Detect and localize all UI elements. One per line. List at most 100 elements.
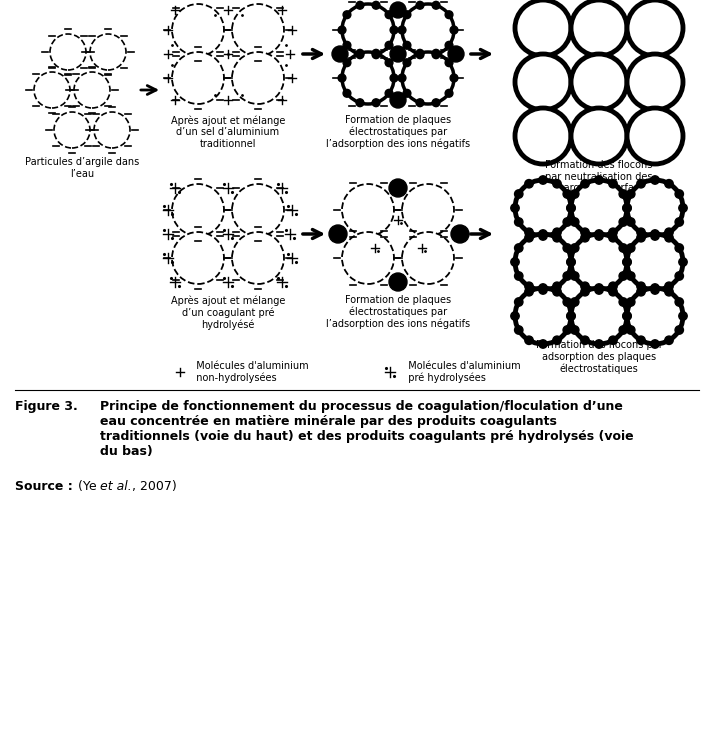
Circle shape xyxy=(445,42,453,49)
Text: et al.: et al. xyxy=(100,480,132,493)
Circle shape xyxy=(511,258,519,266)
Circle shape xyxy=(567,204,575,212)
Circle shape xyxy=(609,233,617,242)
Text: Source :: Source : xyxy=(15,480,73,493)
Circle shape xyxy=(627,244,635,252)
Circle shape xyxy=(416,51,424,58)
Circle shape xyxy=(402,232,454,284)
Text: Figure 3.: Figure 3. xyxy=(15,400,78,413)
Text: Formation des flocons
par neutralisation des
charges de surface: Formation des flocons par neutralisation… xyxy=(545,160,653,193)
Circle shape xyxy=(637,336,645,344)
Text: , 2007): , 2007) xyxy=(132,480,177,493)
Circle shape xyxy=(563,326,571,334)
Circle shape xyxy=(385,89,393,97)
Circle shape xyxy=(553,233,561,242)
Circle shape xyxy=(665,233,673,242)
Circle shape xyxy=(553,287,561,296)
Circle shape xyxy=(402,184,454,236)
Text: Formation des flocons par
adsorption des plaques
électrostatiques: Formation des flocons par adsorption des… xyxy=(536,340,663,374)
Circle shape xyxy=(567,312,575,320)
Circle shape xyxy=(619,326,628,334)
Circle shape xyxy=(665,282,673,290)
Circle shape xyxy=(390,92,406,108)
Circle shape xyxy=(563,298,571,306)
Circle shape xyxy=(74,72,110,108)
Circle shape xyxy=(525,233,533,242)
Circle shape xyxy=(627,54,683,110)
Circle shape xyxy=(627,234,683,290)
Circle shape xyxy=(595,232,603,240)
Circle shape xyxy=(570,298,579,306)
Circle shape xyxy=(609,287,617,296)
Circle shape xyxy=(650,286,659,294)
Circle shape xyxy=(389,179,407,197)
Circle shape xyxy=(650,230,659,238)
Circle shape xyxy=(402,4,454,56)
Circle shape xyxy=(637,228,645,236)
Circle shape xyxy=(385,58,393,67)
Circle shape xyxy=(623,204,631,212)
Circle shape xyxy=(54,112,90,148)
Circle shape xyxy=(665,180,673,188)
Circle shape xyxy=(390,26,398,34)
Circle shape xyxy=(329,225,347,243)
Circle shape xyxy=(570,218,579,226)
Circle shape xyxy=(567,258,575,266)
Circle shape xyxy=(570,272,579,280)
Circle shape xyxy=(627,288,683,344)
Circle shape xyxy=(679,204,687,212)
Circle shape xyxy=(637,233,645,242)
Circle shape xyxy=(627,190,635,198)
Circle shape xyxy=(563,244,571,252)
Circle shape xyxy=(609,282,617,290)
Circle shape xyxy=(571,0,627,56)
Circle shape xyxy=(627,218,635,226)
Circle shape xyxy=(570,326,579,334)
Circle shape xyxy=(356,50,364,57)
Circle shape xyxy=(567,312,575,320)
Circle shape xyxy=(595,175,603,184)
Circle shape xyxy=(665,228,673,236)
Circle shape xyxy=(563,218,571,226)
Circle shape xyxy=(372,99,380,107)
Circle shape xyxy=(567,204,575,212)
Circle shape xyxy=(343,89,351,97)
Circle shape xyxy=(232,184,284,236)
Circle shape xyxy=(539,230,547,238)
Circle shape xyxy=(232,4,284,56)
Circle shape xyxy=(403,89,411,97)
Circle shape xyxy=(580,282,589,290)
Circle shape xyxy=(416,50,424,57)
Circle shape xyxy=(539,340,547,348)
Circle shape xyxy=(515,272,523,280)
Circle shape xyxy=(432,99,440,107)
Circle shape xyxy=(515,234,571,290)
Circle shape xyxy=(342,52,394,104)
Circle shape xyxy=(515,0,571,56)
Circle shape xyxy=(343,42,351,49)
Circle shape xyxy=(650,232,659,240)
Circle shape xyxy=(609,228,617,236)
Circle shape xyxy=(637,287,645,296)
Circle shape xyxy=(450,74,458,82)
Circle shape xyxy=(570,190,579,198)
Circle shape xyxy=(539,175,547,184)
Circle shape xyxy=(515,218,523,226)
Circle shape xyxy=(451,225,469,243)
Circle shape xyxy=(445,58,453,67)
Circle shape xyxy=(553,282,561,290)
Circle shape xyxy=(609,336,617,344)
Circle shape xyxy=(595,284,603,292)
Circle shape xyxy=(515,54,571,110)
Circle shape xyxy=(570,244,579,252)
Circle shape xyxy=(675,326,683,334)
Circle shape xyxy=(356,51,364,58)
Circle shape xyxy=(432,50,440,57)
Circle shape xyxy=(343,11,351,18)
Circle shape xyxy=(403,58,411,67)
Circle shape xyxy=(515,326,523,334)
Circle shape xyxy=(580,233,589,242)
Circle shape xyxy=(172,232,224,284)
Circle shape xyxy=(445,89,453,97)
Circle shape xyxy=(525,228,533,236)
